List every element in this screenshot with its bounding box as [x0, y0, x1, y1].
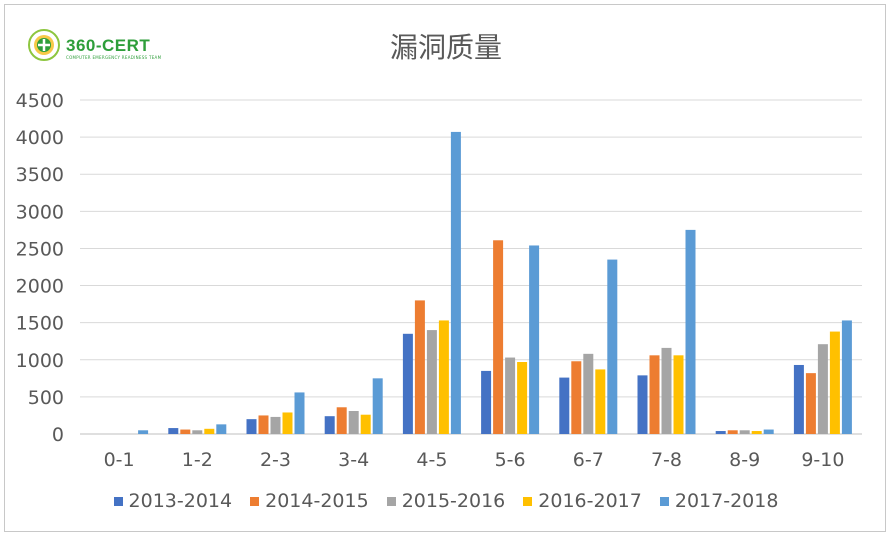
bar-2016-2017-6-7	[595, 369, 606, 434]
legend-swatch	[659, 496, 669, 506]
y-tick-label: 1000	[16, 350, 64, 372]
bar-2015-2016-1-2	[192, 430, 203, 434]
bar-2014-2015-2-3	[258, 415, 269, 434]
bar-2016-2017-3-4	[360, 414, 371, 434]
chart-legend: 2013-2014 2014-2015 2015-2016 2016-2017 2017…	[0, 490, 892, 512]
logo-text: 360-CERT	[66, 36, 151, 55]
x-tick-label: 4-5	[416, 449, 447, 471]
y-tick-label: 1500	[16, 313, 64, 335]
bar-2013-2014-2-3	[246, 419, 257, 434]
bar-2015-2016-5-6	[505, 357, 516, 434]
legend-item: 2015-2016	[386, 490, 506, 512]
legend-label: 2016-2017	[538, 490, 642, 512]
bar-2017-2018-0-1	[138, 430, 149, 434]
bar-2013-2014-3-4	[324, 416, 335, 434]
bar-2017-2018-1-2	[216, 424, 227, 434]
y-tick-label: 0	[52, 424, 64, 446]
legend-swatch	[523, 496, 533, 506]
bar-2017-2018-4-5	[450, 131, 461, 434]
bar-2015-2016-9-10	[817, 344, 828, 434]
legend-item: 2016-2017	[523, 490, 642, 512]
bar-2014-2015-7-8	[649, 355, 660, 434]
legend-label: 2013-2014	[128, 490, 233, 512]
y-tick-label: 4000	[16, 127, 64, 149]
chart-title: 漏洞质量	[389, 31, 502, 64]
bar-2013-2014-5-6	[481, 370, 492, 434]
x-tick-label: 0-1	[104, 449, 135, 471]
x-tick-label: 9-10	[801, 449, 844, 471]
bar-2013-2014-1-2	[168, 428, 179, 434]
bar-2015-2016-2-3	[270, 416, 281, 434]
y-tick-label: 2500	[16, 238, 64, 260]
legend-item: 2017-2018	[659, 490, 779, 512]
bar-2014-2015-6-7	[571, 361, 582, 434]
y-tick-label: 3500	[16, 164, 64, 186]
legend-swatch	[386, 496, 396, 506]
bar-2016-2017-2-3	[282, 412, 293, 434]
bar-2017-2018-7-8	[685, 229, 696, 434]
bar-2017-2018-8-9	[763, 429, 774, 434]
x-tick-label: 2-3	[260, 449, 291, 471]
legend-swatch	[113, 496, 123, 506]
legend-label: 2015-2016	[401, 490, 506, 512]
bar-2017-2018-6-7	[607, 259, 618, 434]
bar-2015-2016-6-7	[583, 353, 594, 434]
bar-2015-2016-7-8	[661, 347, 672, 434]
legend-swatch	[250, 496, 260, 506]
y-tick-label: 3000	[16, 201, 64, 223]
bar-2013-2014-7-8	[637, 375, 648, 434]
x-tick-label: 6-7	[573, 449, 604, 471]
bar-2017-2018-2-3	[294, 392, 305, 434]
legend-item: 2014-2015	[250, 490, 369, 512]
bar-2016-2017-1-2	[204, 428, 215, 434]
x-tick-label: 5-6	[495, 449, 526, 471]
bar-2017-2018-5-6	[529, 245, 540, 434]
bar-2014-2015-1-2	[180, 429, 191, 434]
bar-2013-2014-6-7	[559, 377, 570, 434]
y-tick-label: 2000	[16, 276, 64, 298]
bar-2014-2015-5-6	[493, 240, 504, 434]
logo-subtext: COMPUTER EMERGENCY READINESS TEAM	[66, 55, 162, 60]
bar-2016-2017-4-5	[438, 320, 449, 434]
bar-2016-2017-8-9	[751, 431, 762, 434]
bar-2017-2018-9-10	[841, 320, 852, 434]
bar-2014-2015-4-5	[414, 300, 425, 434]
logo-emblem-icon	[28, 29, 60, 61]
bar-2013-2014-9-10	[793, 364, 804, 434]
legend-label: 2017-2018	[674, 490, 779, 512]
x-tick-label: 7-8	[651, 449, 682, 471]
bar-2014-2015-9-10	[805, 373, 816, 434]
bar-2013-2014-4-5	[402, 333, 413, 434]
y-tick-label: 500	[28, 387, 64, 409]
x-tick-label: 8-9	[729, 449, 760, 471]
y-tick-label: 4500	[16, 90, 64, 112]
legend-label: 2014-2015	[265, 490, 369, 512]
bar-2016-2017-5-6	[517, 362, 528, 434]
legend-item: 2013-2014	[113, 490, 233, 512]
bar-2015-2016-8-9	[739, 430, 750, 434]
bar-2014-2015-8-9	[727, 430, 738, 434]
chart-frame	[4, 4, 886, 532]
x-tick-label: 1-2	[182, 449, 213, 471]
bar-2015-2016-3-4	[348, 410, 359, 434]
bar-2013-2014-8-9	[715, 431, 726, 434]
bar-2014-2015-3-4	[336, 407, 347, 434]
bar-2016-2017-9-10	[829, 331, 840, 434]
x-tick-label: 3-4	[338, 449, 369, 471]
bar-2017-2018-3-4	[372, 378, 383, 434]
bar-2016-2017-7-8	[673, 355, 684, 434]
bar-2015-2016-4-5	[426, 330, 437, 434]
